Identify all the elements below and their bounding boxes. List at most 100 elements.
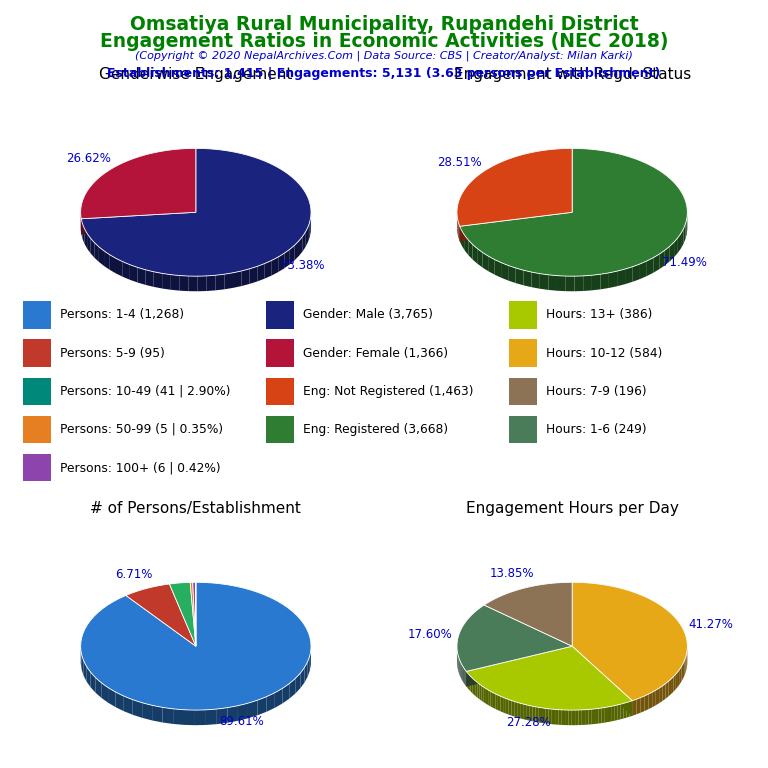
- Text: Eng: Registered (3,668): Eng: Registered (3,668): [303, 423, 448, 436]
- Polygon shape: [306, 227, 308, 247]
- Polygon shape: [523, 704, 526, 720]
- Polygon shape: [303, 231, 306, 251]
- Polygon shape: [614, 705, 617, 721]
- Polygon shape: [644, 694, 648, 711]
- Polygon shape: [652, 690, 656, 707]
- Polygon shape: [162, 273, 170, 290]
- Polygon shape: [108, 687, 115, 707]
- Polygon shape: [495, 694, 498, 710]
- Polygon shape: [524, 270, 531, 287]
- Polygon shape: [290, 245, 295, 264]
- Polygon shape: [295, 240, 299, 260]
- Polygon shape: [488, 256, 495, 274]
- Polygon shape: [137, 267, 145, 285]
- Text: 6.71%: 6.71%: [115, 568, 153, 581]
- Polygon shape: [466, 646, 572, 687]
- Text: Persons: 10-49 (41 | 2.90%): Persons: 10-49 (41 | 2.90%): [60, 385, 230, 398]
- Polygon shape: [257, 697, 266, 715]
- Polygon shape: [572, 646, 632, 716]
- Polygon shape: [670, 242, 674, 261]
- Polygon shape: [189, 276, 197, 291]
- Polygon shape: [542, 708, 545, 723]
- Polygon shape: [482, 686, 484, 702]
- Text: 89.61%: 89.61%: [220, 715, 264, 728]
- Text: Hours: 10-12 (584): Hours: 10-12 (584): [546, 346, 663, 359]
- Polygon shape: [170, 275, 180, 290]
- Polygon shape: [197, 276, 207, 291]
- Polygon shape: [503, 697, 506, 713]
- Polygon shape: [674, 674, 676, 692]
- Text: Omsatiya Rural Municipality, Rupandehi District: Omsatiya Rural Municipality, Rupandehi D…: [130, 15, 638, 35]
- Polygon shape: [474, 680, 475, 697]
- Polygon shape: [308, 222, 310, 242]
- Polygon shape: [265, 260, 272, 279]
- Polygon shape: [466, 671, 468, 688]
- Text: 73.38%: 73.38%: [280, 260, 325, 273]
- Polygon shape: [571, 710, 575, 725]
- Polygon shape: [611, 706, 614, 721]
- Polygon shape: [81, 219, 82, 239]
- Polygon shape: [515, 701, 517, 717]
- Polygon shape: [457, 148, 572, 227]
- Text: Engagement Ratios in Economic Activities (NEC 2018): Engagement Ratios in Economic Activities…: [100, 32, 668, 51]
- Text: 17.60%: 17.60%: [407, 628, 452, 641]
- Title: Engagement Hours per Day: Engagement Hours per Day: [465, 501, 679, 516]
- Text: Establishments: 1,415 | Engagements: 5,131 (3.63 persons per Establishment): Establishments: 1,415 | Engagements: 5,1…: [108, 67, 660, 80]
- Polygon shape: [508, 700, 511, 716]
- Polygon shape: [545, 708, 548, 724]
- Polygon shape: [498, 695, 501, 711]
- Polygon shape: [99, 247, 104, 266]
- Polygon shape: [124, 696, 133, 715]
- Polygon shape: [475, 681, 478, 698]
- Polygon shape: [511, 700, 515, 717]
- Polygon shape: [531, 272, 540, 289]
- Polygon shape: [680, 667, 681, 684]
- Polygon shape: [91, 672, 95, 693]
- FancyBboxPatch shape: [23, 415, 51, 443]
- Polygon shape: [284, 250, 290, 268]
- Polygon shape: [601, 273, 609, 290]
- Polygon shape: [248, 700, 257, 718]
- Polygon shape: [466, 646, 632, 710]
- Text: 71.49%: 71.49%: [662, 256, 707, 269]
- Polygon shape: [241, 269, 250, 286]
- Polygon shape: [266, 693, 275, 712]
- Polygon shape: [478, 683, 479, 700]
- Polygon shape: [133, 700, 142, 718]
- Polygon shape: [250, 266, 257, 284]
- Polygon shape: [170, 582, 196, 646]
- Polygon shape: [592, 709, 595, 724]
- Polygon shape: [238, 703, 248, 721]
- Title: # of Persons/Establishment: # of Persons/Establishment: [91, 501, 301, 516]
- Polygon shape: [659, 686, 663, 703]
- Polygon shape: [624, 703, 627, 719]
- FancyBboxPatch shape: [509, 339, 538, 367]
- Polygon shape: [81, 212, 196, 234]
- Polygon shape: [468, 673, 469, 690]
- FancyBboxPatch shape: [266, 415, 294, 443]
- Polygon shape: [678, 233, 681, 253]
- Polygon shape: [601, 707, 604, 723]
- Text: 13.85%: 13.85%: [489, 568, 534, 581]
- FancyBboxPatch shape: [509, 415, 538, 443]
- Polygon shape: [101, 683, 108, 703]
- Polygon shape: [681, 229, 684, 248]
- Polygon shape: [633, 264, 640, 282]
- Polygon shape: [173, 709, 184, 725]
- Polygon shape: [488, 690, 491, 707]
- Text: (Copyright © 2020 NepalArchives.Com | Data Source: CBS | Creator/Analyst: Milan : (Copyright © 2020 NepalArchives.Com | Da…: [135, 51, 633, 61]
- Polygon shape: [484, 687, 486, 703]
- Text: Hours: 7-9 (196): Hours: 7-9 (196): [546, 385, 647, 398]
- Polygon shape: [290, 678, 296, 699]
- Polygon shape: [195, 710, 206, 725]
- Polygon shape: [598, 708, 601, 723]
- Polygon shape: [95, 677, 101, 698]
- Polygon shape: [681, 664, 683, 681]
- FancyBboxPatch shape: [266, 378, 294, 405]
- Polygon shape: [472, 678, 474, 695]
- Polygon shape: [257, 263, 265, 281]
- Polygon shape: [647, 257, 654, 276]
- Polygon shape: [81, 582, 311, 710]
- Polygon shape: [629, 700, 632, 717]
- Polygon shape: [278, 253, 284, 272]
